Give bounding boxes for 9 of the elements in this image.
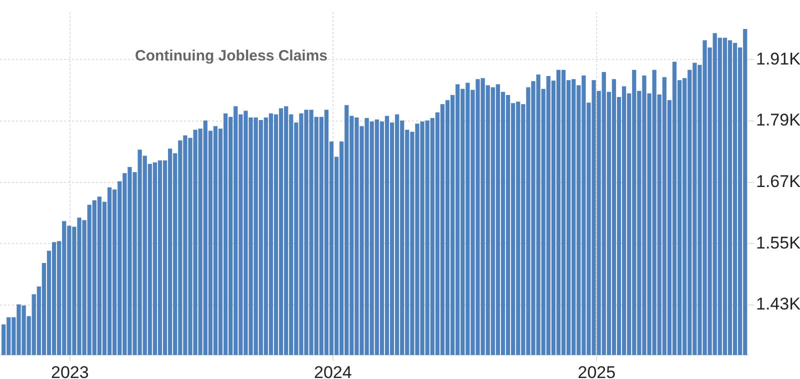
text: Continuing Jobless Claims: [135, 47, 328, 64]
x-tick-label: 2025: [578, 362, 616, 379]
y-tick-label: 1.91K: [756, 49, 800, 68]
y-tick-label: 1.67K: [756, 172, 800, 192]
x-tick-label: 2024: [314, 362, 352, 379]
y-tick-label: 1.43K: [756, 294, 800, 314]
y-tick-label: 1.55K: [756, 233, 800, 252]
y-tick-label: 1.79K: [756, 110, 800, 130]
x-tick-label: 2023: [50, 362, 89, 379]
